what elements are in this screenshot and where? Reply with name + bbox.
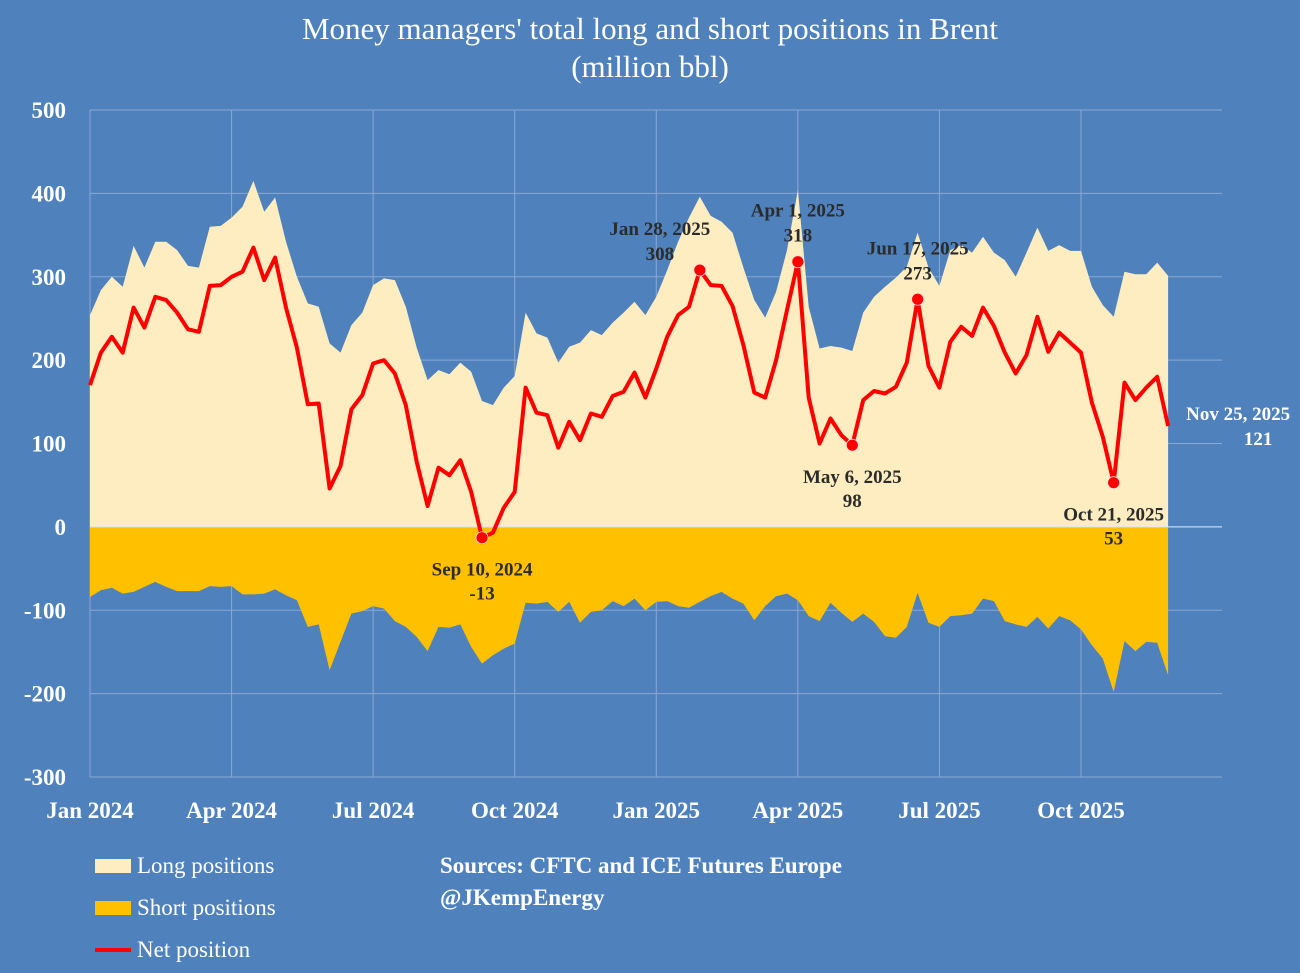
source-line: Sources: CFTC and ICE Futures Europe — [440, 853, 842, 878]
chart-title-line2: (million bbl) — [571, 49, 729, 84]
x-tick-label: Jul 2025 — [898, 798, 980, 823]
net-line-icon — [95, 948, 131, 952]
annotation: Nov 25, 2025 121 — [1186, 404, 1290, 450]
long-swatch-icon — [95, 859, 131, 873]
annotation-marker — [845, 438, 859, 452]
annotation-value: -13 — [469, 584, 494, 605]
y-tick-label: 100 — [32, 432, 67, 457]
annotation-value: 121 — [1244, 429, 1273, 450]
x-tick-label: Jan 2025 — [613, 798, 701, 823]
y-tick-label: -100 — [24, 598, 66, 623]
legend-net-label: Net position — [137, 937, 251, 962]
y-tick-label: 500 — [32, 98, 67, 123]
chart-title: Money managers' total long and short pos… — [0, 10, 1300, 86]
y-tick-label: 0 — [55, 515, 67, 540]
y-tick-label: 400 — [32, 181, 67, 206]
short-positions-area — [90, 526, 1169, 692]
annotation: Oct 21, 2025 53 — [1063, 476, 1164, 550]
annotation-marker — [1107, 476, 1121, 490]
short-swatch-icon — [95, 901, 131, 915]
y-tick-label: -300 — [24, 765, 66, 790]
annotation-date: Jan 28, 2025 — [609, 219, 710, 240]
chart-plot: 500 400 300 200 100 0 -100 -200 -300 Jan 2024 Apr… — [24, 98, 1290, 823]
annotation: May 6, 2025 98 — [803, 438, 902, 512]
annotation-marker — [693, 263, 707, 277]
annotation-value: 318 — [784, 226, 813, 247]
annotation-marker — [791, 255, 805, 269]
legend-short-label: Short positions — [137, 895, 276, 920]
legend-item-net: Net position — [95, 929, 276, 971]
annotations: Sep 10, 2024 -13 Jan 28, 2025 308 Apr 1, 202… — [432, 201, 1290, 605]
annotation-date: Sep 10, 2024 — [432, 560, 533, 581]
annotation-value: 53 — [1104, 529, 1123, 550]
annotation-value: 308 — [646, 244, 675, 265]
annotation-marker — [475, 531, 489, 545]
source-note: Sources: CFTC and ICE Futures Europe @JK… — [440, 850, 842, 914]
x-tick-label: Oct 2025 — [1037, 798, 1125, 823]
annotation-date: Apr 1, 2025 — [751, 201, 845, 222]
legend-item-short: Short positions — [95, 887, 276, 929]
x-axis-ticks: Jan 2024 Apr 2024 Jul 2024 Oct 2024 Jan 2025… — [46, 798, 1125, 823]
annotation-date: Nov 25, 2025 — [1186, 404, 1290, 425]
annotation-date: Jun 17, 2025 — [867, 238, 969, 259]
y-tick-label: 200 — [32, 348, 67, 373]
x-tick-label: Jan 2024 — [46, 798, 134, 823]
annotation-marker — [911, 292, 925, 306]
y-tick-label: 300 — [32, 265, 67, 290]
legend-item-long: Long positions — [95, 845, 276, 887]
net-position-line — [88, 245, 1171, 540]
legend: Long positions Short positions Net posit… — [95, 845, 276, 971]
y-tick-label: -200 — [24, 682, 66, 707]
author-handle: @JKempEnergy — [440, 885, 605, 910]
annotation: Jun 17, 2025 273 — [867, 238, 969, 306]
x-tick-label: Apr 2025 — [752, 798, 843, 823]
chart-title-line1: Money managers' total long and short pos… — [301, 11, 999, 46]
legend-long-label: Long positions — [137, 853, 275, 878]
x-tick-label: Apr 2024 — [186, 798, 277, 823]
annotation-date: May 6, 2025 — [803, 467, 902, 488]
annotation-value: 98 — [843, 491, 862, 512]
annotation-date: Oct 21, 2025 — [1063, 505, 1164, 526]
long-positions-area — [90, 180, 1169, 527]
x-tick-label: Jul 2024 — [332, 798, 415, 823]
annotation: Apr 1, 2025 318 — [751, 201, 845, 269]
x-tick-label: Oct 2024 — [471, 798, 559, 823]
annotation: Jan 28, 2025 308 — [609, 219, 710, 277]
annotation-value: 273 — [903, 263, 932, 284]
y-axis-ticks: 500 400 300 200 100 0 -100 -200 -300 — [24, 98, 66, 790]
annotation: Sep 10, 2024 -13 — [432, 531, 533, 605]
